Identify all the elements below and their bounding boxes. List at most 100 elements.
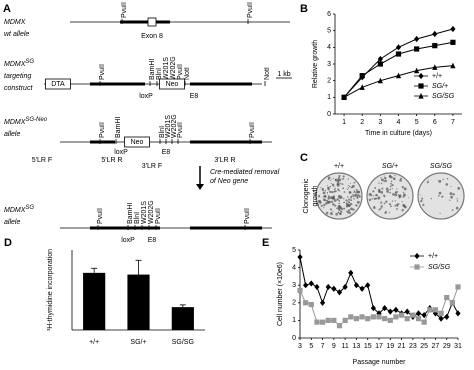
colony: [457, 186, 461, 190]
site-label: BamHI: [127, 203, 134, 224]
marker: [370, 304, 376, 312]
colony: [380, 207, 382, 209]
colony: [338, 189, 341, 192]
colony: [322, 191, 326, 195]
site-label: BamHI: [149, 59, 156, 80]
colony: [380, 177, 382, 179]
x-tick-label: 5: [415, 119, 419, 126]
feature-label: E8: [148, 237, 157, 244]
marker: [395, 51, 402, 57]
plate: [366, 172, 414, 220]
colony: [421, 197, 424, 200]
feature-label: 5'LR F: [32, 157, 52, 164]
box-label: Neo: [131, 139, 144, 146]
colony: [394, 175, 396, 177]
site-label: PvuII: [247, 2, 254, 18]
marker: [398, 312, 405, 318]
colony: [331, 179, 333, 181]
allele-name: MDMXSG-Neo: [4, 117, 48, 126]
colony: [329, 180, 331, 182]
site-label: PvuII: [177, 64, 184, 80]
colony: [330, 182, 332, 185]
colony: [368, 198, 372, 202]
panel-label: A: [3, 3, 11, 15]
colony: [355, 190, 359, 194]
colony: [385, 200, 388, 203]
colony: [350, 207, 353, 211]
colony: [352, 195, 355, 197]
colony: [401, 208, 404, 212]
colony: [380, 201, 383, 204]
colony: [371, 197, 374, 200]
site-label: PvuII: [97, 208, 104, 224]
marker: [382, 316, 388, 322]
allele-desc: allele: [4, 131, 20, 138]
colony: [332, 203, 335, 206]
box-label: DTA: [51, 81, 65, 88]
colony: [430, 197, 432, 200]
colony: [384, 176, 387, 180]
x-tick-label: 15: [364, 343, 372, 350]
marker: [404, 316, 410, 322]
colony: [329, 212, 333, 216]
feature-label: loxP: [114, 149, 128, 156]
gene-box: [159, 78, 185, 90]
allele-desc: construct: [4, 85, 33, 92]
colony: [337, 206, 341, 210]
colony: [383, 180, 385, 182]
colony: [352, 208, 355, 211]
colony: [388, 211, 390, 214]
marker: [331, 317, 337, 323]
colony: [338, 178, 342, 182]
marker: [314, 319, 320, 325]
colony: [333, 199, 337, 202]
colony: [343, 191, 346, 193]
colony: [353, 181, 356, 184]
site-label: NotI: [264, 67, 271, 80]
colony: [394, 193, 398, 197]
marker: [314, 283, 320, 291]
colony: [352, 193, 354, 196]
colony: [340, 208, 342, 210]
genomic-region: [90, 140, 115, 144]
colony: [378, 196, 380, 198]
colony: [320, 204, 323, 207]
colony: [392, 193, 395, 196]
colony: [322, 196, 324, 198]
marker: [376, 314, 382, 320]
colony: [438, 179, 442, 183]
site-label: W201S: [163, 57, 170, 80]
marker: [418, 72, 424, 80]
colony: [347, 184, 349, 187]
colony: [441, 195, 444, 198]
colony: [329, 190, 332, 193]
y-tick-label: 3: [292, 282, 296, 289]
colony: [326, 185, 328, 187]
marker: [418, 92, 424, 99]
colony: [328, 187, 330, 189]
colony: [384, 179, 387, 183]
y-axis-label: ³H-thymidine incorporation: [47, 249, 54, 331]
colony: [391, 188, 393, 190]
marker: [359, 84, 365, 90]
colony: [355, 194, 357, 196]
colony: [405, 206, 407, 209]
colony: [373, 205, 376, 208]
colony: [426, 181, 429, 184]
colony: [399, 179, 402, 182]
colony: [327, 176, 331, 180]
site-label: BlnI: [159, 126, 166, 138]
feature-label: E8: [190, 93, 199, 100]
colony: [348, 190, 352, 194]
marker: [395, 72, 402, 79]
marker: [450, 39, 456, 45]
genomic-region: [190, 226, 262, 230]
colony: [439, 212, 441, 215]
colony: [455, 206, 459, 210]
colony: [338, 174, 341, 177]
colony: [396, 188, 398, 190]
feature-label: loxP: [139, 93, 153, 100]
allele-desc: allele: [4, 219, 20, 226]
x-tick-label: 29: [443, 343, 451, 350]
y-tick-label: 4: [327, 44, 331, 51]
